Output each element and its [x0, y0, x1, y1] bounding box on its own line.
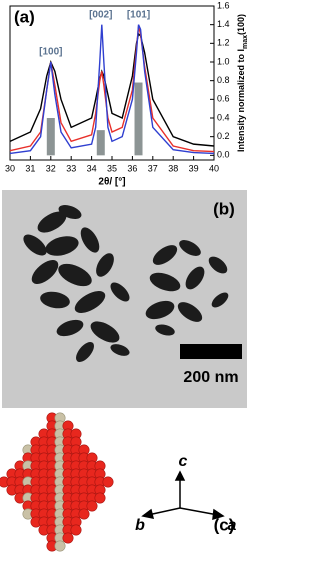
axis-label: b	[135, 517, 145, 534]
scale-bar	[180, 344, 242, 359]
y-axis-label-text: Intensity normalized to I	[236, 49, 246, 152]
axis-label: a	[228, 517, 237, 534]
axis-label: c	[179, 453, 188, 470]
data-line	[9, 24, 215, 155]
x-tick-label: 33	[66, 163, 76, 173]
x-tick-label: 32	[46, 163, 56, 173]
y-axis-label-after: (100)	[236, 14, 246, 35]
peak-label: [100]	[39, 47, 62, 58]
atom	[54, 540, 66, 552]
x-tick-label: 38	[168, 163, 178, 173]
x-tick-label: 30	[5, 163, 15, 173]
y-tick-label: 0.8	[217, 75, 230, 85]
panel-label: (a)	[14, 7, 35, 26]
x-tick-label: 37	[148, 163, 158, 173]
reference-bar	[96, 130, 105, 156]
atom	[102, 476, 114, 488]
y-tick-label: 1.2	[217, 38, 230, 48]
atom	[70, 524, 82, 536]
x-tick-label: 31	[25, 163, 35, 173]
peak-label: [101]	[127, 9, 150, 20]
tem-image: 200 nm (b)	[2, 190, 247, 408]
x-tick-label: 35	[107, 163, 117, 173]
y-tick-label: 0.2	[217, 131, 230, 141]
atom	[78, 508, 90, 520]
atom	[86, 500, 98, 512]
y-tick-label: 0.4	[217, 112, 230, 122]
atom	[62, 532, 74, 544]
x-tick-label: 34	[87, 163, 97, 173]
y-axis-label-sub: max	[242, 35, 249, 49]
x-tick-label: 36	[127, 163, 137, 173]
y-tick-label: 0.0	[217, 150, 230, 160]
x-tick-label: 40	[209, 163, 219, 173]
x-axis-label: 2θ/ [°]	[98, 177, 125, 188]
crystal-model	[0, 412, 114, 552]
y-tick-label: 1.6	[217, 0, 230, 10]
peak-label: [002]	[89, 9, 112, 20]
y-axis-label: Intensity normalized to Imax(100)	[236, 14, 248, 152]
y-tick-label: 1.4	[217, 19, 230, 29]
panel-label: (b)	[213, 199, 235, 218]
atom	[94, 492, 106, 504]
x-tick-label: 39	[189, 163, 199, 173]
reference-bar	[134, 82, 143, 156]
scale-bar-label: 200 nm	[183, 369, 238, 386]
figure: 200 nm (b) (c) c b a [100] [002] [101] 30 31…	[0, 0, 249, 552]
y-tick-label: 0.6	[217, 94, 230, 104]
panel-label: (c)	[214, 515, 235, 534]
particles	[23, 205, 229, 362]
axis-arrows	[141, 470, 225, 521]
y-tick-label: 1.0	[217, 56, 230, 66]
reference-bar	[46, 118, 55, 156]
